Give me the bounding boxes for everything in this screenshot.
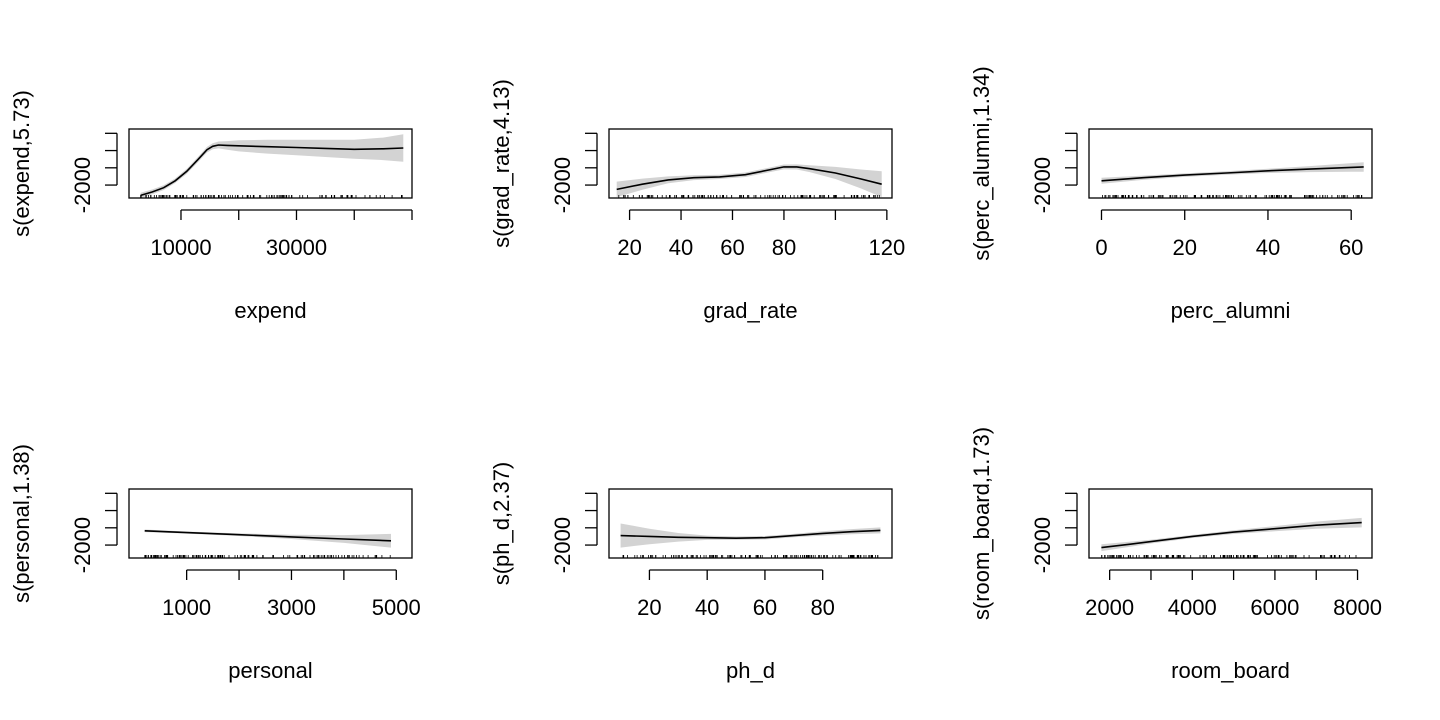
- plot-frame: [128, 128, 413, 199]
- y-axis-title: s(room_board,1.73): [969, 427, 994, 620]
- x-axis-title: personal: [228, 658, 312, 683]
- x-tick-label: 20: [1172, 235, 1196, 260]
- x-tick-label: 60: [753, 595, 777, 620]
- x-tick-label: 8000: [1333, 595, 1382, 620]
- confidence-band: [616, 164, 882, 198]
- y-tick-label: -2000: [70, 157, 95, 213]
- confidence-band: [620, 523, 881, 548]
- x-tick-label: 4000: [1168, 595, 1217, 620]
- panel-5: 20 40 60 80 -2000 ph_d s(ph_d,2.37): [489, 462, 893, 683]
- panel-1: 10000 30000 -2000 expend s(expend,5.73): [9, 90, 413, 323]
- x-tick-label: 20: [617, 235, 641, 260]
- x-tick-label: 40: [695, 595, 719, 620]
- smooth-line: [1101, 521, 1362, 549]
- x-tick-label: 20: [637, 595, 661, 620]
- x-tick-label: 0: [1095, 235, 1107, 260]
- panel-4: 1000 3000 5000 -2000 personal s(personal,1.38…: [9, 444, 421, 683]
- confidence-band: [140, 134, 404, 198]
- smooth-line: [144, 530, 392, 542]
- plot-frame: [128, 488, 413, 559]
- x-tick-label: 10000: [150, 235, 211, 260]
- smooth-line: [620, 529, 881, 540]
- x-tick-label: 5000: [372, 595, 421, 620]
- plot-frame: [1088, 128, 1373, 199]
- y-tick-label: -2000: [550, 157, 575, 213]
- x-axis-title: grad_rate: [703, 298, 797, 323]
- y-axis-title: s(personal,1.38): [9, 444, 34, 603]
- y-tick-label: -2000: [1030, 157, 1055, 213]
- x-axis-title: perc_alumni: [1171, 298, 1291, 323]
- x-tick-label: 80: [810, 595, 834, 620]
- rug-marks: [140, 195, 403, 198]
- panel-3: 0 20 40 60 -2000 perc_alumni s(perc_alumni,1.3…: [969, 66, 1373, 323]
- rug-marks: [1102, 195, 1363, 198]
- y-tick-label: -2000: [1030, 517, 1055, 573]
- panel-6: 2000 4000 6000 8000 -2000 room_board s(room_bo…: [969, 427, 1382, 683]
- plot-frame: [608, 488, 893, 559]
- smooth-line: [1101, 166, 1364, 182]
- y-axis-title: s(ph_d,2.37): [489, 462, 514, 586]
- x-tick-label: 80: [772, 235, 796, 260]
- x-tick-label: 120: [868, 235, 905, 260]
- x-tick-label: 30000: [266, 235, 327, 260]
- y-axis-title: s(perc_alumni,1.34): [969, 66, 994, 260]
- y-tick-label: -2000: [70, 517, 95, 573]
- smooth-line: [616, 166, 882, 191]
- x-tick-label: 2000: [1085, 595, 1134, 620]
- y-axis-title: s(grad_rate,4.13): [489, 79, 514, 248]
- confidence-band: [1101, 517, 1362, 552]
- x-axis-title: room_board: [1171, 658, 1290, 683]
- x-tick-label: 40: [669, 235, 693, 260]
- smooth-line: [140, 144, 404, 197]
- x-tick-label: 6000: [1250, 595, 1299, 620]
- rug-marks: [622, 555, 879, 558]
- rug-marks: [618, 195, 880, 198]
- plot-frame: [1088, 488, 1373, 559]
- y-tick-label: -2000: [550, 517, 575, 573]
- x-axis-title: expend: [234, 298, 306, 323]
- x-tick-label: 60: [720, 235, 744, 260]
- x-tick-label: 40: [1256, 235, 1280, 260]
- panel-2: 20 40 60 80 120 -2000 grad_rate s(grad_rate,4.1…: [489, 79, 905, 323]
- x-tick-label: 3000: [267, 595, 316, 620]
- x-tick-label: 1000: [162, 595, 211, 620]
- x-axis-title: ph_d: [726, 658, 775, 683]
- plot-frame: [608, 128, 893, 199]
- x-tick-label: 60: [1339, 235, 1363, 260]
- rug-marks: [144, 555, 391, 558]
- rug-marks: [1101, 555, 1357, 558]
- y-axis-title: s(expend,5.73): [9, 90, 34, 237]
